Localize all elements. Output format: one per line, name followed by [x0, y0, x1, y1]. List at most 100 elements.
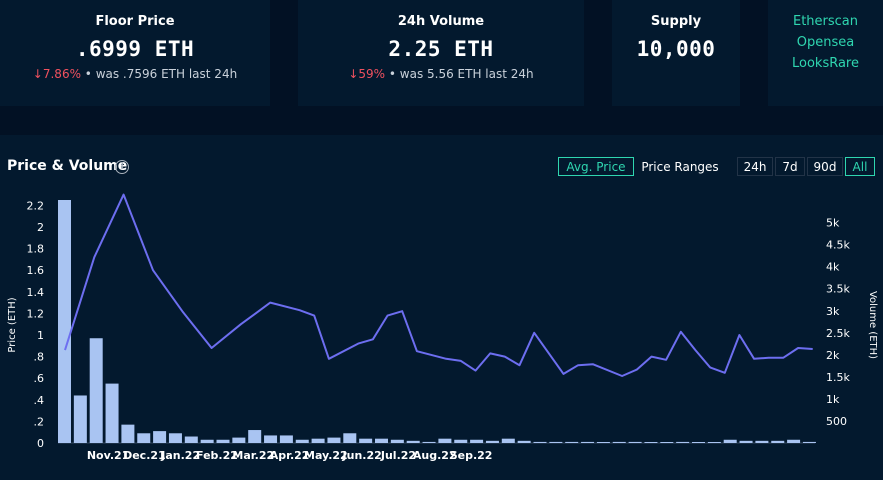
volume-bar [153, 431, 167, 443]
volume-bar [454, 439, 468, 443]
y-left-tick-label: .4 [34, 394, 45, 407]
volume-bar [802, 441, 816, 443]
y-left-tick-label: 1.2 [27, 307, 45, 320]
y-right-tick-label: 4.5k [826, 239, 850, 252]
y-right-tick-label: 4k [826, 261, 840, 274]
y-left-tick-label: 1.8 [27, 243, 45, 256]
volume-bar [216, 439, 230, 443]
volume-bar [581, 441, 595, 443]
volume-bar [73, 395, 87, 443]
y-left-tick-label: 2 [37, 221, 44, 234]
avg-price-button[interactable]: Avg. Price [558, 157, 634, 176]
y-right-tick-label: 1k [826, 393, 840, 406]
volume-bar [755, 440, 769, 443]
y-left-tick-label: 1 [37, 329, 44, 342]
avg-price-line [64, 193, 813, 377]
opensea-link[interactable]: Opensea [796, 35, 855, 50]
volume-bar [295, 439, 309, 443]
floor-price-card: Floor Price .6999 ETH ↓7.86% • was .7596… [0, 0, 270, 106]
looksrare-link[interactable]: LooksRare [792, 56, 859, 71]
supply-label: Supply [650, 14, 702, 29]
y-right-tick-label: 2k [826, 349, 840, 362]
x-tick-label: Dec.21 [123, 449, 166, 462]
volume-bar [105, 383, 119, 443]
volume-bar [501, 438, 515, 443]
y-right-tick-label: 3.5k [826, 283, 850, 296]
volume-bar [200, 439, 214, 443]
supply-card: Supply 10,000 [612, 0, 740, 106]
price-volume-panel: Price & Volume i Avg. Price Price Ranges… [0, 135, 883, 480]
etherscan-link[interactable]: Etherscan [792, 14, 859, 29]
volume-bar [359, 438, 373, 443]
price-ranges-button[interactable]: Price Ranges [641, 160, 719, 174]
y-right-tick-label: 5k [826, 217, 840, 230]
volume-bar [184, 436, 198, 443]
y-right-tick-label: 2.5k [826, 327, 850, 340]
x-tick-label: Feb.22 [196, 449, 238, 462]
range-90d-button[interactable]: 90d [807, 157, 843, 176]
volume-bar [470, 439, 484, 443]
volume-bar [422, 441, 436, 443]
floor-price-label: Floor Price [95, 14, 175, 29]
volume-bar [311, 438, 325, 443]
y-left-tick-label: 0 [37, 437, 44, 450]
volume-label: 24h Volume [397, 14, 485, 29]
volume-bar [89, 338, 103, 443]
volume-bar [375, 438, 388, 443]
volume-bar [232, 437, 246, 443]
volume-bar [787, 439, 801, 443]
volume-bar [596, 442, 610, 443]
volume-bar [121, 424, 135, 443]
down-arrow-icon: ↓ [348, 67, 359, 81]
panel-title: Price & Volume [7, 158, 128, 174]
volume-bar [327, 437, 341, 443]
y-right-tick-label: 1.5k [826, 371, 850, 384]
y-axis-left-label: Price (ETH) [7, 297, 18, 352]
volume-bar [343, 433, 357, 443]
volume-bar [723, 439, 737, 443]
floor-price-change: ↓7.86% • was .7596 ETH last 24h [32, 67, 238, 81]
info-icon[interactable]: i [115, 160, 129, 174]
volume-bar [406, 440, 420, 443]
y-right-tick-label: 3k [826, 305, 840, 318]
volume-bar [549, 441, 563, 443]
x-tick-label: Mar.22 [232, 449, 274, 462]
y-left-tick-label: .6 [34, 372, 45, 385]
volume-bar [771, 440, 785, 443]
external-links: Etherscan Opensea LooksRare [768, 0, 883, 106]
volume-bar [612, 441, 626, 443]
y-left-tick-label: .8 [34, 351, 45, 364]
x-tick-label: Aug.22 [413, 449, 457, 462]
volume-bar [58, 200, 71, 443]
y-left-tick-label: .2 [34, 415, 45, 428]
x-tick-label: Nov.21 [87, 449, 130, 462]
volume-bar [517, 440, 531, 443]
volume-bar [264, 435, 278, 443]
volume-bar [676, 441, 690, 443]
x-tick-label: Jan.22 [160, 449, 200, 462]
volume-value: 2.25 ETH [388, 37, 494, 61]
volume-bar [438, 438, 452, 443]
volume-bar [660, 442, 674, 443]
volume-bar [168, 433, 182, 443]
x-tick-label: Jul.22 [380, 449, 416, 462]
volume-bar [644, 442, 658, 443]
volume-bar [533, 441, 547, 443]
volume-bar [707, 442, 721, 443]
floor-price-value: .6999 ETH [75, 37, 195, 61]
x-tick-label: May.22 [304, 449, 348, 462]
range-all-button[interactable]: All [845, 157, 875, 176]
down-arrow-icon: ↓ [32, 67, 43, 81]
volume-bar [248, 430, 262, 443]
volume-bar [137, 433, 151, 443]
supply-value: 10,000 [636, 37, 716, 61]
volume-bar [692, 442, 705, 443]
y-left-tick-label: 2.2 [27, 199, 45, 212]
volume-bar [739, 440, 753, 443]
volume-bar [485, 440, 499, 443]
y-axis-right-label: Volume (ETH) [867, 291, 878, 359]
volume-change: ↓59% • was 5.56 ETH last 24h [348, 67, 534, 81]
x-tick-label: Sep.22 [450, 449, 493, 462]
range-24h-button[interactable]: 24h [737, 157, 773, 176]
range-7d-button[interactable]: 7d [775, 157, 805, 176]
